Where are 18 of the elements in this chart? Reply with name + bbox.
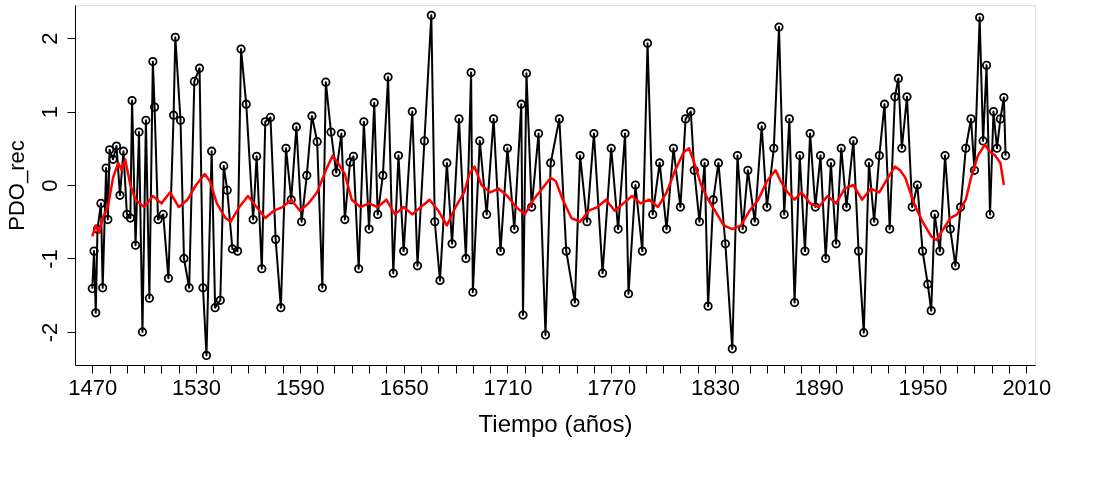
x-tick-label: 1890 (794, 374, 844, 400)
y-axis-title: PDO_rec (3, 140, 29, 231)
x-tick-label: 1530 (172, 374, 222, 400)
y-tick-label: 1 (36, 105, 62, 119)
x-tick-label: 1710 (483, 374, 533, 400)
x-tick-label: 1590 (275, 374, 325, 400)
y-tick-label: 2 (36, 32, 62, 45)
x-tick-label: 2010 (1002, 374, 1052, 400)
x-axis-title: Tiempo (años) (478, 409, 633, 437)
x-tick-label: 1650 (379, 374, 429, 400)
x-tick-label: 1950 (898, 374, 948, 400)
x-tick-label: 1770 (587, 374, 637, 400)
y-tick-label: -1 (36, 249, 62, 269)
x-tick-label: 1470 (68, 374, 118, 400)
x-tick-label: 1830 (691, 374, 740, 400)
line-series (91, 143, 1006, 242)
y-tick-label: 0 (36, 179, 62, 192)
y-tick-label: -2 (36, 322, 62, 343)
